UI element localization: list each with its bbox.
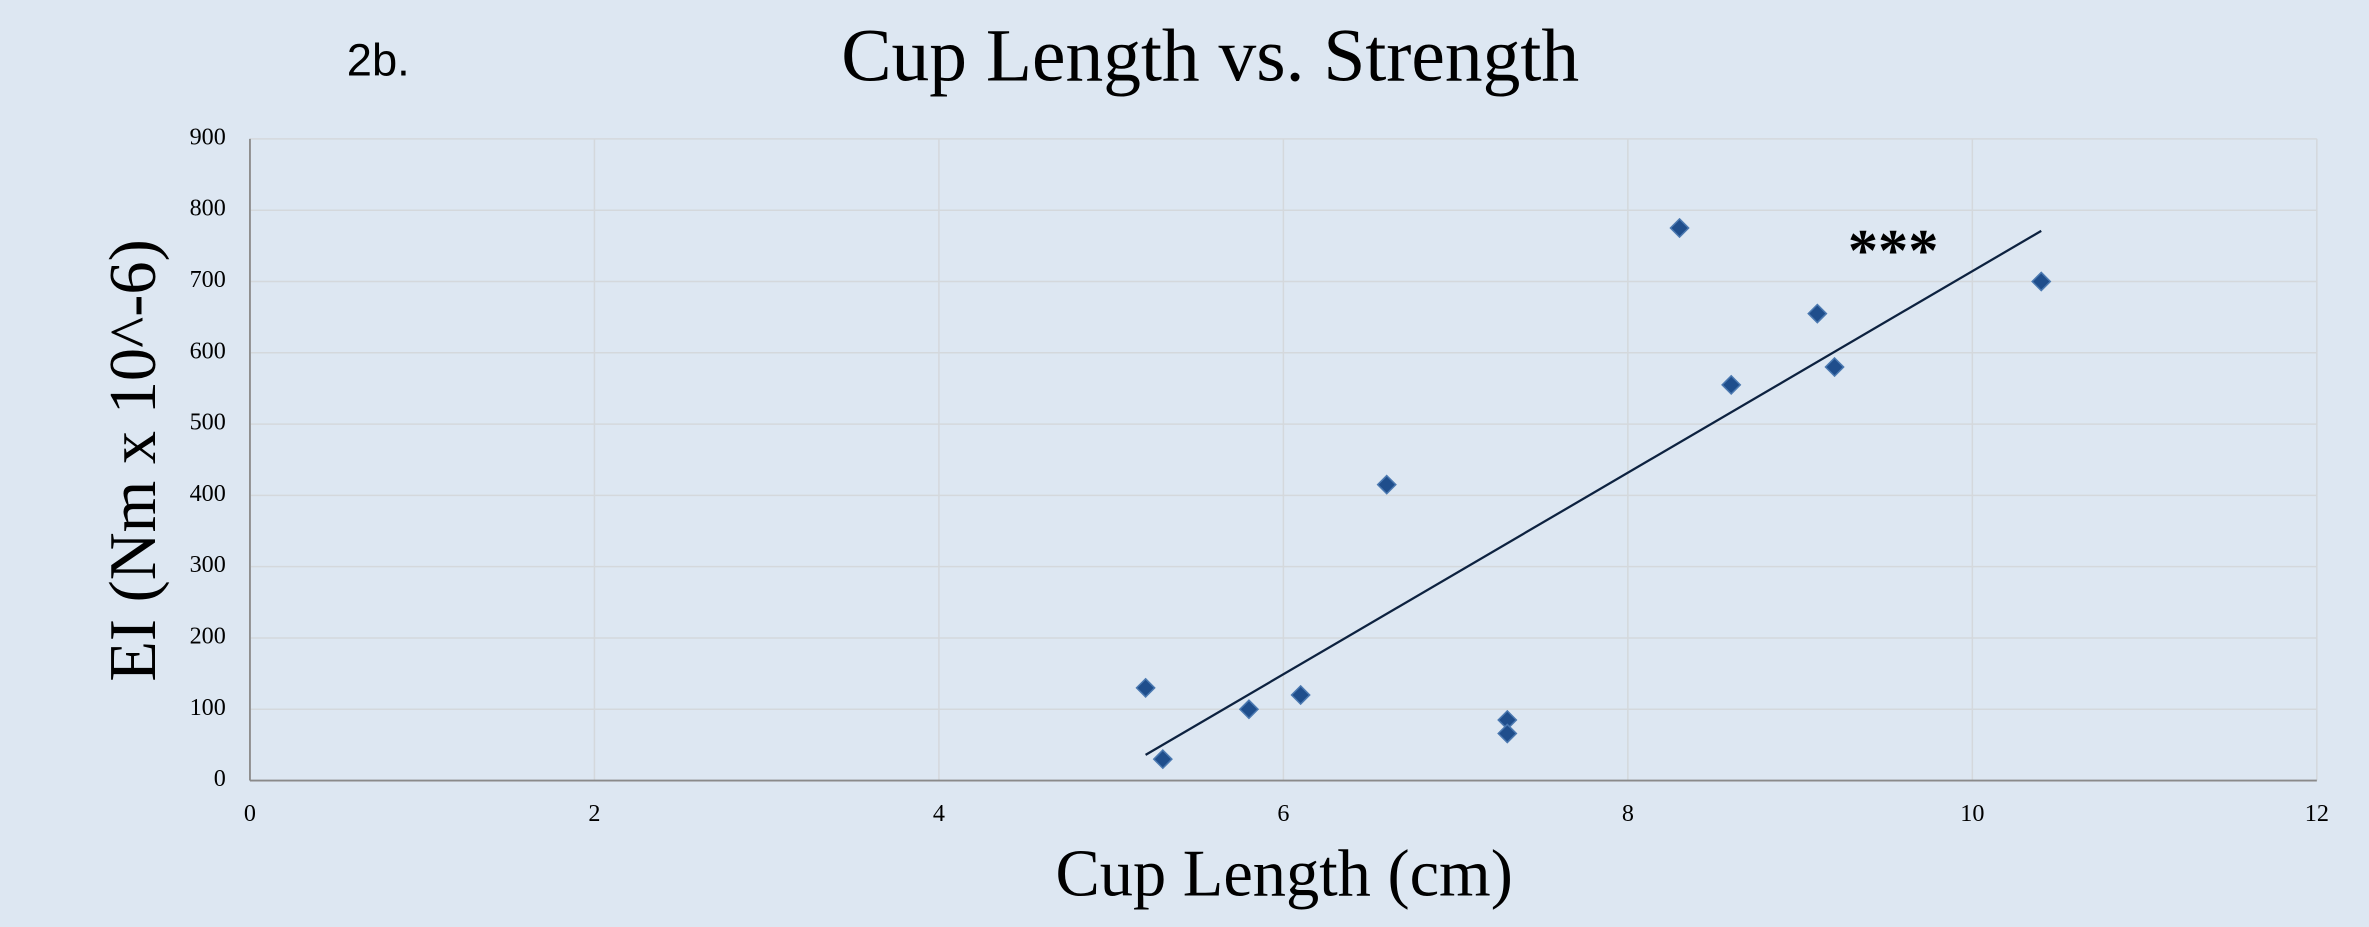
chart-title: Cup Length vs. Strength <box>841 15 1579 98</box>
point <box>1824 356 1845 378</box>
y-tick-label: 400 <box>190 480 226 507</box>
x-tick-label: 12 <box>2305 800 2329 827</box>
point <box>1497 723 1518 744</box>
x-tick-label: 4 <box>933 800 945 827</box>
point <box>1669 217 1690 239</box>
x-tick-label: 10 <box>1960 800 1984 827</box>
point <box>1721 374 1742 395</box>
point <box>1376 474 1397 495</box>
x-tick-label: 0 <box>244 800 256 827</box>
y-axis-label: EI (Nm x 10^-6) <box>97 239 170 681</box>
y-tick-label: 800 <box>190 195 226 222</box>
point <box>1152 749 1173 770</box>
y-tick-label: 100 <box>190 694 226 721</box>
x-axis-label: Cup Length (cm) <box>1055 837 1512 910</box>
x-tick-label: 8 <box>1622 800 1634 827</box>
point <box>1807 303 1828 324</box>
point <box>1290 684 1311 706</box>
y-tick-label: 500 <box>190 409 226 436</box>
y-tick-label: 300 <box>190 551 226 578</box>
y-tick-label: 600 <box>190 337 226 364</box>
x-tick-label: 2 <box>588 800 600 827</box>
y-tick-label: 900 <box>190 123 226 150</box>
y-tick-label: 200 <box>190 623 226 650</box>
y-tick-label: 700 <box>190 266 226 293</box>
figure-label: 2b. <box>347 34 410 85</box>
point <box>1135 677 1156 698</box>
trendline <box>1145 229 2042 756</box>
point <box>1238 699 1260 720</box>
annotation: *** <box>1848 217 1939 284</box>
x-tick-label: 6 <box>1277 800 1289 827</box>
point <box>2031 271 2052 292</box>
y-tick-label: 0 <box>214 765 226 792</box>
